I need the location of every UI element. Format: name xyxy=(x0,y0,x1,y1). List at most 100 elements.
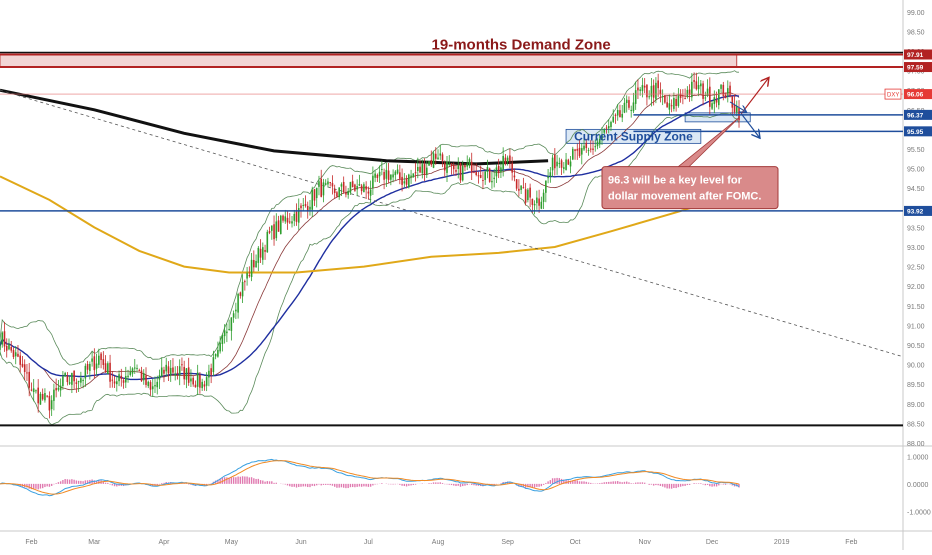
candle-body xyxy=(401,176,403,185)
x-tick-label: Sep xyxy=(501,539,514,546)
trendline xyxy=(0,89,904,358)
candle-body xyxy=(194,384,197,388)
candle-body xyxy=(62,376,64,387)
candle-body xyxy=(567,159,570,165)
candle-body xyxy=(509,155,511,161)
candle-body xyxy=(486,167,489,172)
candle-body xyxy=(1,332,4,345)
candle-body xyxy=(89,363,91,371)
candle-body xyxy=(154,385,156,387)
candle-body xyxy=(160,367,163,377)
y-tick-label: 90.50 xyxy=(907,343,925,350)
candle-body xyxy=(142,373,145,381)
candle-body xyxy=(536,197,538,204)
candle-body xyxy=(722,84,725,96)
y-tick-label: 89.50 xyxy=(907,382,925,389)
candle-body xyxy=(196,372,199,387)
candle-body xyxy=(165,364,168,372)
candle-body xyxy=(504,157,507,165)
candle-body xyxy=(574,149,576,151)
candle-body xyxy=(136,367,138,369)
candle-body xyxy=(385,169,388,179)
candle-body xyxy=(657,80,659,89)
candle-body xyxy=(408,174,410,188)
candle-body xyxy=(495,167,498,177)
candle-body xyxy=(668,103,671,110)
price-badge-bg xyxy=(904,205,932,216)
candle-body xyxy=(109,362,111,382)
candle-body xyxy=(14,352,17,357)
candle-body xyxy=(262,247,264,260)
candle-body xyxy=(673,97,675,109)
candle-body xyxy=(686,89,689,97)
candle-body xyxy=(68,382,71,384)
candle-body xyxy=(643,85,646,88)
candle-body xyxy=(587,150,590,152)
y-tick-label: 89.00 xyxy=(907,402,925,409)
candle-body xyxy=(403,181,406,184)
candle-body xyxy=(430,160,433,165)
candle-body xyxy=(396,169,399,174)
candle-body xyxy=(124,376,127,383)
candle-body xyxy=(46,395,48,397)
candle-body xyxy=(441,154,444,161)
candle-body xyxy=(452,165,455,170)
candle-body xyxy=(675,98,677,106)
candle-body xyxy=(569,161,572,167)
candle-body xyxy=(208,370,210,378)
candle-body xyxy=(318,181,320,187)
candle-body xyxy=(598,138,601,145)
short-arrow xyxy=(729,101,746,112)
candle-body xyxy=(172,367,174,373)
ma20-line xyxy=(0,92,740,391)
candle-body xyxy=(482,180,484,182)
candle-body xyxy=(259,248,262,258)
candle-body xyxy=(589,148,592,150)
candle-body xyxy=(333,189,336,194)
candle-body xyxy=(405,178,408,185)
candle-body xyxy=(120,375,123,380)
candle-body xyxy=(628,100,630,108)
signal-line xyxy=(0,460,740,495)
candle-body xyxy=(484,171,486,180)
macd-tick-label: 1.0000 xyxy=(907,454,929,461)
candle-body xyxy=(659,89,662,95)
last-price-badge-bg xyxy=(904,89,932,100)
candle-body xyxy=(12,350,15,357)
candle-body xyxy=(479,175,482,178)
price-badge-label: 93.92 xyxy=(907,208,924,215)
candle-body xyxy=(95,363,98,369)
candle-body xyxy=(661,96,664,98)
candle-body xyxy=(369,189,372,196)
candle-body xyxy=(538,198,540,206)
candle-body xyxy=(412,173,415,178)
candle-body xyxy=(8,344,10,350)
candle-body xyxy=(372,175,374,189)
candle-body xyxy=(461,165,464,181)
candle-body xyxy=(556,161,558,167)
candle-body xyxy=(468,159,471,166)
candle-body xyxy=(583,145,585,150)
candle-body xyxy=(192,377,194,385)
candle-body xyxy=(28,371,31,388)
candle-body xyxy=(488,168,491,182)
x-tick-label: Jun xyxy=(295,539,306,546)
candle-body xyxy=(542,192,545,202)
candle-body xyxy=(201,381,203,389)
candle-body xyxy=(176,372,179,374)
y-tick-label: 94.50 xyxy=(907,186,925,193)
candle-body xyxy=(174,373,177,376)
candle-body xyxy=(55,388,57,391)
candle-body xyxy=(91,358,93,362)
candle-body xyxy=(295,211,298,222)
x-tick-label: Feb xyxy=(845,539,857,546)
y-tick-label: 95.00 xyxy=(907,167,925,174)
candle-body xyxy=(48,395,51,411)
price-badge-label: 97.59 xyxy=(907,65,924,72)
candle-body xyxy=(394,171,397,176)
candle-body xyxy=(39,393,42,405)
supply-zone-title: Current Supply Zone xyxy=(574,129,693,143)
candle-body xyxy=(358,184,361,186)
candle-body xyxy=(53,389,55,401)
